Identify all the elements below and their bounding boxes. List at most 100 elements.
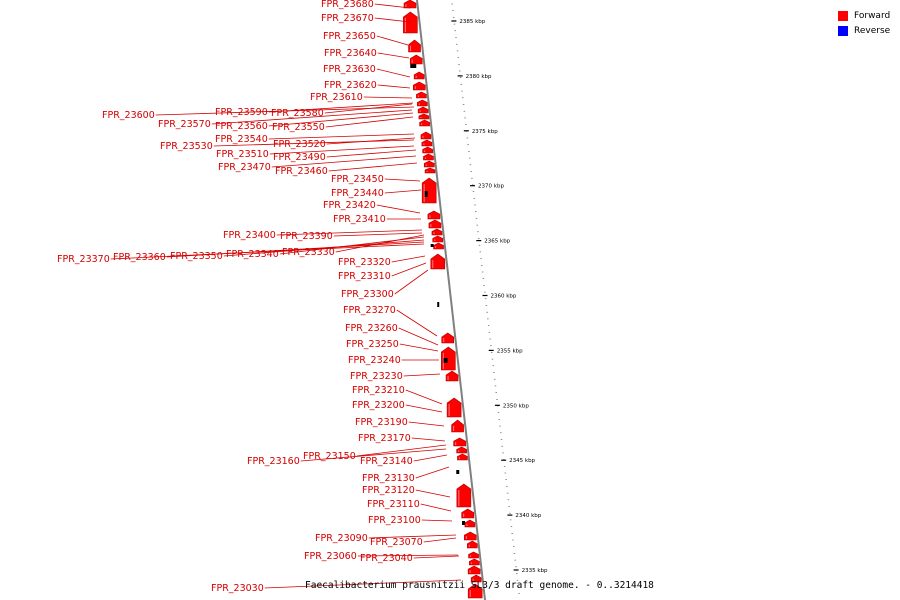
gene-label[interactable]: FPR_23260 (345, 323, 398, 334)
gene-label[interactable]: FPR_23460 (275, 166, 328, 177)
gene-label[interactable]: FPR_23550 (272, 122, 325, 133)
gene-label[interactable]: FPR_23140 (360, 456, 413, 467)
gene-label[interactable]: FPR_23160 (247, 456, 300, 467)
gene-label[interactable]: FPR_23450 (331, 174, 384, 185)
gene-label[interactable]: FPR_23400 (223, 230, 276, 241)
gene-label[interactable]: FPR_23610 (310, 92, 363, 103)
legend-reverse-label: Reverse (854, 25, 891, 36)
gene-label[interactable]: FPR_23030 (211, 583, 264, 594)
leader-line (368, 534, 457, 539)
gene-label[interactable]: FPR_23270 (343, 305, 396, 316)
gene-arrow[interactable] (453, 437, 466, 447)
gene-label[interactable]: FPR_23670 (321, 13, 374, 24)
gene-arrow[interactable] (441, 346, 456, 371)
gene-arrow[interactable] (430, 253, 446, 270)
gene-label[interactable]: FPR_23300 (341, 289, 394, 300)
gene-label[interactable]: FPR_23600 (102, 110, 155, 121)
gene-arrow[interactable] (456, 483, 472, 508)
leader-line (374, 17, 411, 23)
gene-label[interactable]: FPR_23680 (321, 0, 374, 10)
gene-label[interactable]: FPR_23440 (331, 188, 384, 199)
gene-label[interactable]: FPR_23520 (273, 139, 326, 150)
gene-arrow[interactable] (468, 551, 479, 559)
gene-arrow[interactable] (403, 11, 418, 34)
gene-label[interactable]: FPR_23100 (368, 515, 421, 526)
gene-arrow[interactable] (428, 219, 442, 229)
gene-label[interactable]: FPR_23370 (57, 254, 110, 265)
gene-label[interactable]: FPR_23230 (350, 371, 403, 382)
gene-arrow[interactable] (417, 99, 428, 107)
gene-arrow[interactable] (427, 210, 441, 220)
gene-label[interactable]: FPR_23200 (352, 400, 405, 411)
gene-arrow[interactable] (461, 508, 474, 519)
gene-label[interactable]: FPR_23650 (323, 31, 376, 42)
gene-label[interactable]: FPR_23120 (362, 485, 415, 496)
gene-label[interactable]: FPR_23250 (346, 339, 399, 350)
gene-label[interactable]: FPR_23530 (160, 141, 213, 152)
gene-label[interactable]: FPR_23150 (303, 451, 356, 462)
gene-label[interactable]: FPR_23070 (370, 537, 423, 548)
gene-label[interactable]: FPR_23540 (215, 134, 268, 145)
gene-arrow[interactable] (422, 146, 433, 154)
leader-line (335, 234, 425, 253)
gene-label[interactable]: FPR_23580 (271, 108, 324, 119)
gene-label[interactable]: FPR_23330 (282, 247, 335, 258)
gene-label[interactable]: FPR_23170 (358, 433, 411, 444)
gene-arrow[interactable] (418, 113, 430, 120)
leader-line (374, 3, 411, 9)
gene-arrow[interactable] (456, 446, 467, 454)
gene-label[interactable]: FPR_23130 (362, 473, 415, 484)
gene-arrow[interactable] (457, 453, 468, 461)
gene-label-layer: FPR_23680 FPR_23670 FPR_23650 FPR_23640 FPR_… (57, 0, 423, 594)
gene-arrow[interactable] (408, 39, 421, 53)
gene-label[interactable]: FPR_23060 (304, 551, 357, 562)
leader-line (300, 448, 447, 462)
gene-arrow[interactable] (441, 332, 455, 344)
gene-label[interactable]: FPR_23470 (218, 162, 271, 173)
gene-label[interactable]: FPR_23390 (280, 231, 333, 242)
gene-label[interactable]: FPR_23590 (215, 107, 268, 118)
gene-arrow[interactable] (451, 419, 464, 433)
gene-label[interactable]: FPR_23090 (315, 533, 368, 544)
gene-arrow[interactable] (433, 242, 444, 250)
gene-label[interactable]: FPR_23360 (113, 252, 166, 263)
gene-label[interactable]: FPR_23560 (215, 121, 268, 132)
gene-arrow[interactable] (463, 531, 477, 541)
leader-line (384, 189, 422, 194)
gene-label[interactable]: FPR_23210 (352, 385, 405, 396)
gene-label[interactable]: FPR_23340 (226, 249, 279, 260)
gene-arrow[interactable] (423, 153, 434, 161)
gene-label[interactable]: FPR_23110 (367, 499, 420, 510)
legend-reverse[interactable]: Reverse (838, 23, 890, 38)
gene-label[interactable]: FPR_23310 (338, 271, 391, 282)
gene-label[interactable]: FPR_23490 (273, 152, 326, 163)
gene-arrow[interactable] (421, 139, 433, 147)
gene-label[interactable]: FPR_23510 (216, 149, 269, 160)
gene-arrow[interactable] (446, 397, 462, 418)
gene-arrow[interactable] (467, 583, 483, 599)
gene-label[interactable]: FPR_23570 (158, 119, 211, 130)
gene-label[interactable]: FPR_23630 (323, 64, 376, 75)
gene-arrow[interactable] (467, 565, 481, 575)
gene-label[interactable]: FPR_23320 (338, 257, 391, 268)
gene-arrow[interactable] (416, 91, 427, 99)
gene-arrow[interactable] (445, 370, 459, 382)
gene-label[interactable]: FPR_23620 (324, 80, 377, 91)
gene-label[interactable]: FPR_23420 (323, 200, 376, 211)
gene-label[interactable]: FPR_23240 (348, 355, 401, 366)
gene-label[interactable]: FPR_23040 (360, 553, 413, 564)
gene-label[interactable]: FPR_23190 (355, 417, 408, 428)
gene-arrow[interactable] (424, 167, 436, 174)
gene-arrow[interactable] (417, 106, 429, 114)
gene-arrow[interactable] (432, 235, 444, 243)
gene-arrow[interactable] (469, 558, 480, 566)
gene-label[interactable]: FPR_23640 (324, 48, 377, 59)
gene-arrow[interactable] (419, 119, 430, 127)
gene-arrow[interactable] (431, 228, 443, 236)
gene-arrow[interactable] (423, 160, 435, 168)
legend-forward[interactable]: Forward (838, 8, 890, 23)
gene-label[interactable]: FPR_23350 (170, 251, 223, 262)
gene-label[interactable]: FPR_23410 (333, 214, 386, 225)
leader-line (333, 232, 423, 237)
gene-arrow[interactable] (412, 81, 426, 91)
